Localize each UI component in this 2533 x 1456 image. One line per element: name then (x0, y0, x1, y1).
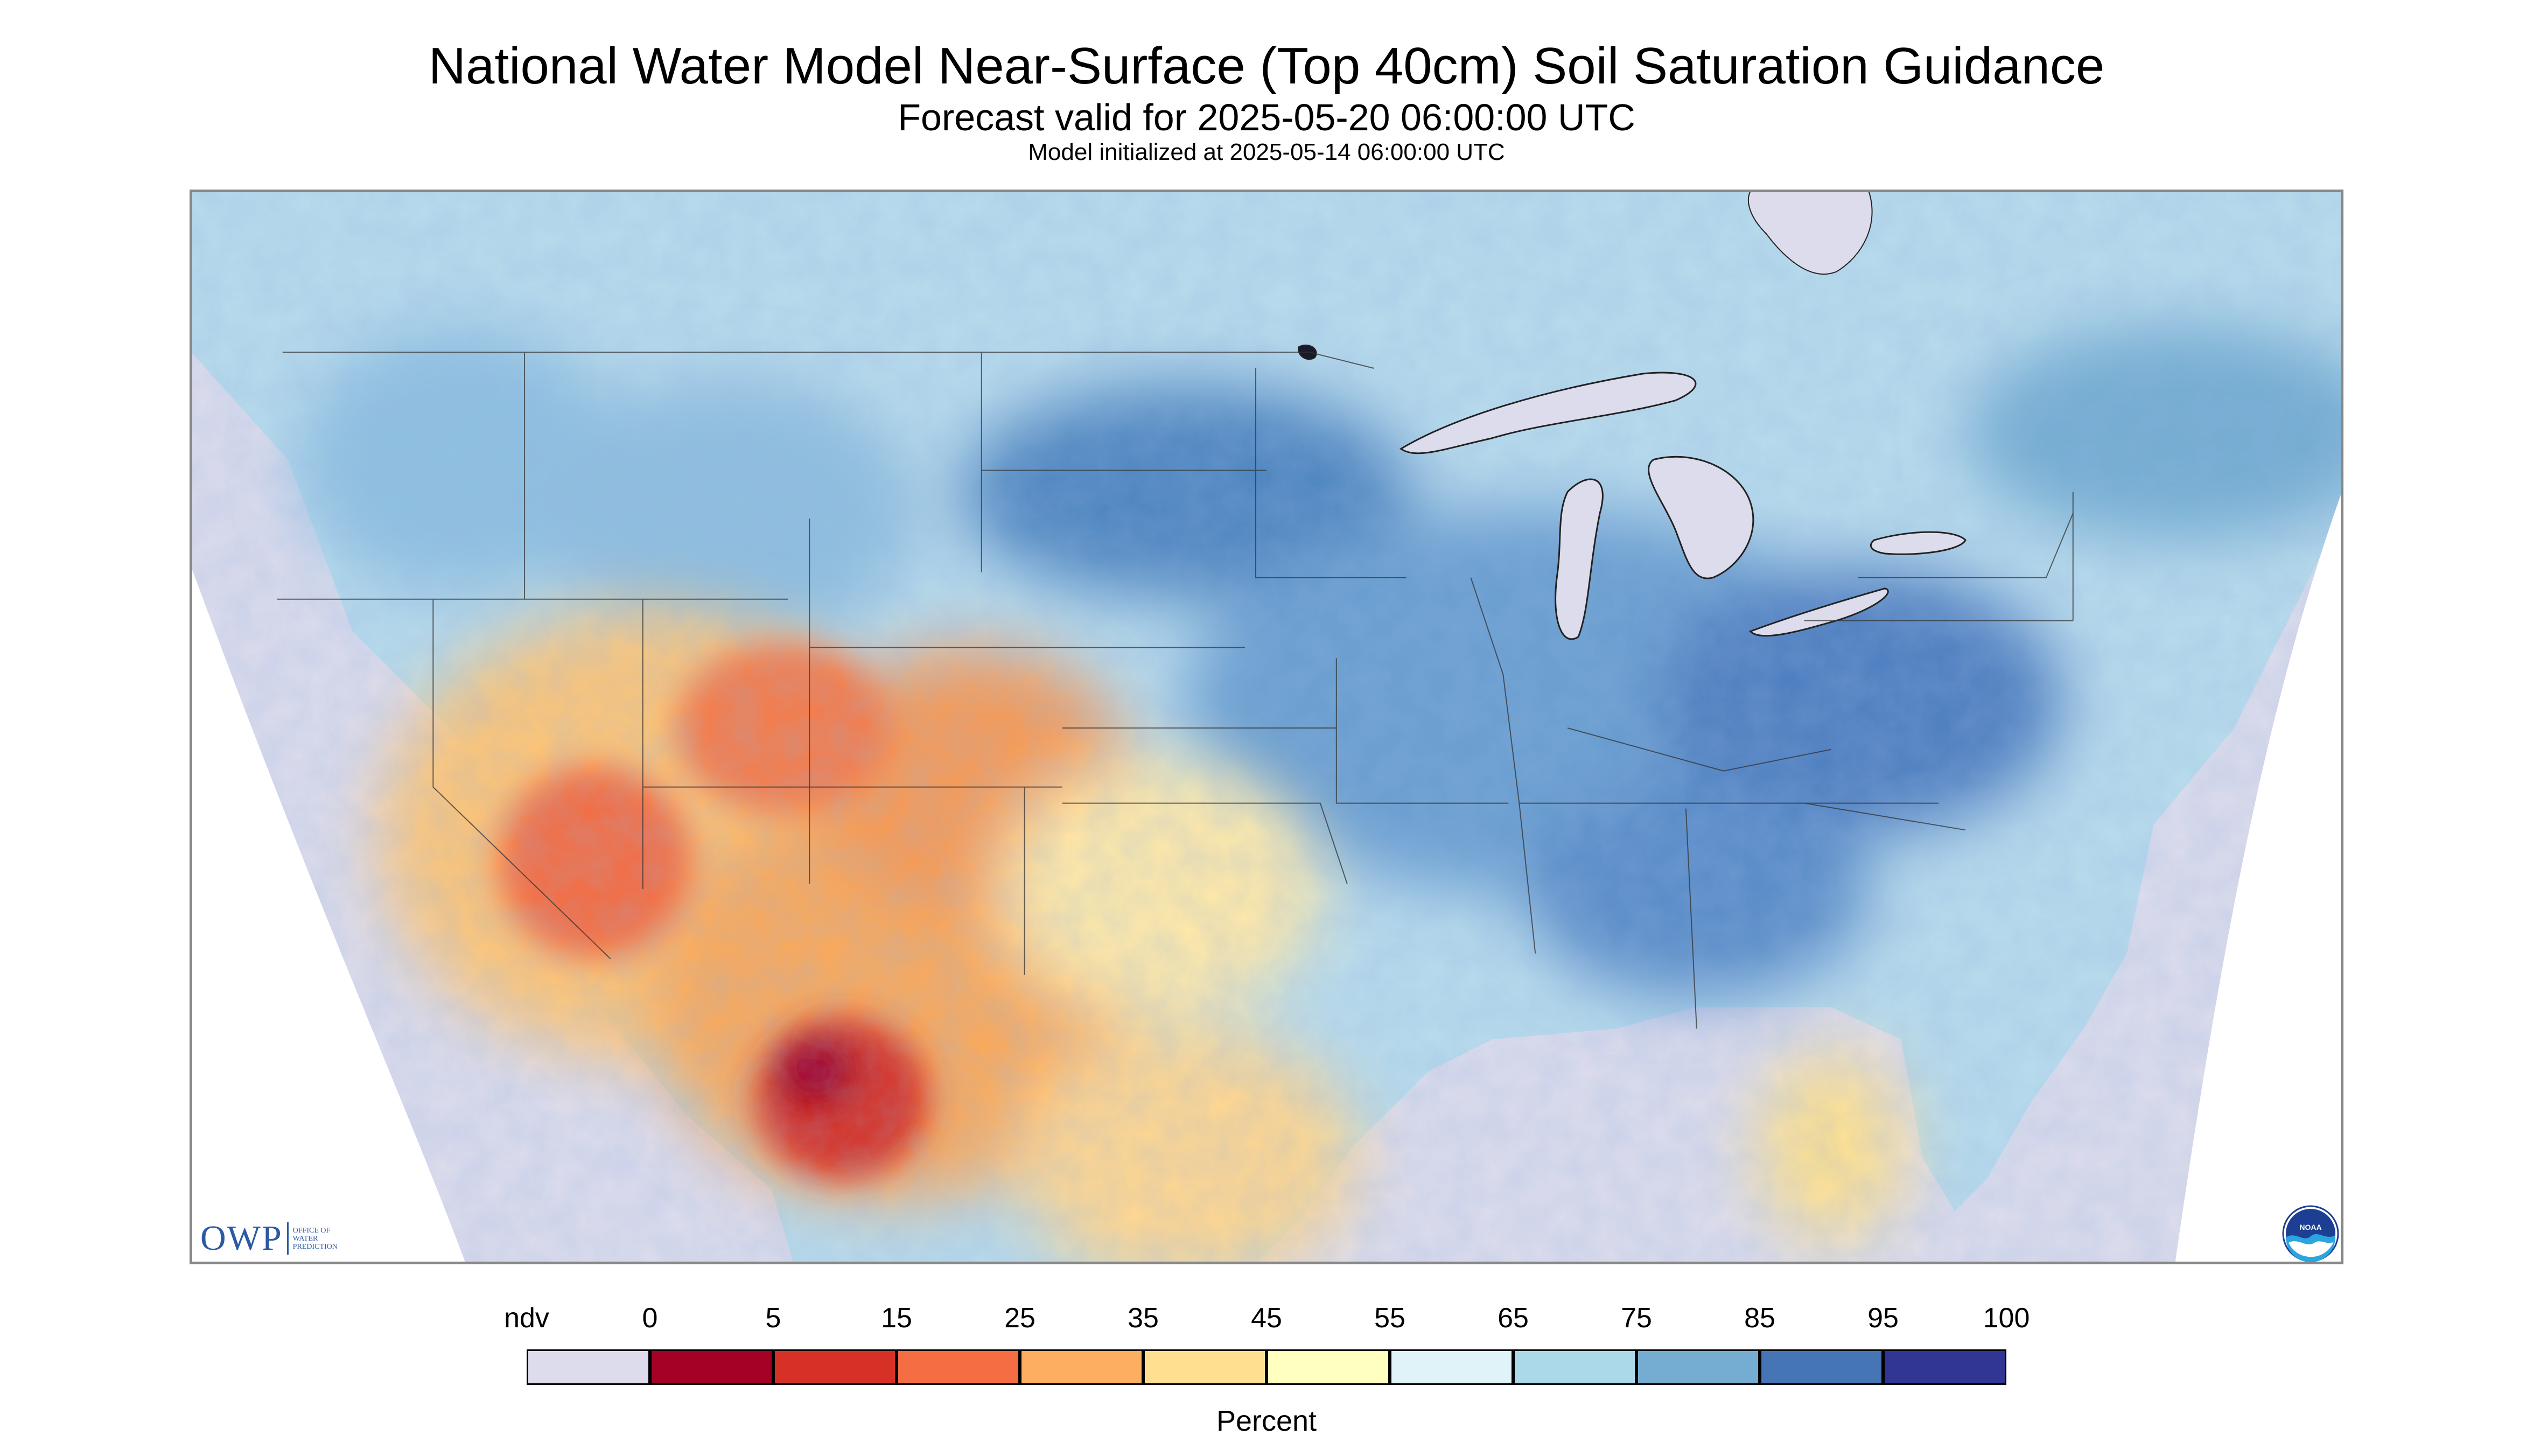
owp-logo-subtitle-line: WATER (292, 1234, 318, 1243)
noaa-logo-label: NOAA (2299, 1223, 2321, 1231)
colorbar-tick-label: 95 (1867, 1303, 1899, 1334)
colorbar-tick-label: 15 (881, 1303, 912, 1334)
colorbar-cell (1513, 1349, 1636, 1385)
colorbar-cell (1020, 1349, 1143, 1385)
border-canada-us (282, 352, 1374, 369)
border-ohio-river (1567, 727, 1831, 772)
owp-logo-divider (286, 1222, 289, 1255)
border-mississippi-river (1470, 577, 1536, 954)
colorbar-tick-label: 75 (1621, 1303, 1652, 1334)
colorbar-cell (650, 1349, 773, 1385)
colorbar-tick-label: 65 (1498, 1303, 1529, 1334)
colorbar-cell (897, 1349, 1020, 1385)
colorbar-cell (1636, 1349, 1760, 1385)
border-georgia-alabama (1685, 808, 1697, 1029)
colorbar-tick-label: 45 (1251, 1303, 1282, 1334)
map-canvas (191, 191, 2342, 1263)
great-lakes (1399, 372, 1967, 640)
border-minnesota-wisconsin (1255, 368, 1407, 578)
colorbar-cell (1883, 1349, 2006, 1385)
colorbar-cell-nodata (527, 1349, 650, 1385)
hudson-bay-area (1748, 191, 1873, 275)
forecast-valid-line: Forecast valid for 2025-05-20 06:00:00 U… (898, 96, 1635, 138)
noaa-logo-icon: NOAA (2282, 1205, 2339, 1262)
lake-michigan (1555, 478, 1604, 640)
colorbar-cell (1266, 1349, 1390, 1385)
colorbar-cell (1390, 1349, 1513, 1385)
colorbar-tick-label: 100 (1983, 1303, 2030, 1334)
map-title: National Water Model Near-Surface (Top 4… (428, 37, 2105, 95)
colorbar-tick-label: 25 (1004, 1303, 1035, 1334)
state-borders (277, 352, 2074, 1029)
canadian-lakes (1298, 191, 1873, 360)
colorbar-cell (1760, 1349, 1883, 1385)
lake-erie (1748, 587, 1889, 637)
colorbar-tick-label: 35 (1128, 1303, 1159, 1334)
model-initialized-line: Model initialized at 2025-05-14 06:00:00… (1028, 139, 1505, 165)
border-new-york (1858, 513, 2074, 578)
colorbar-tick-label: 55 (1374, 1303, 1405, 1334)
lake-ontario (1870, 531, 1967, 555)
owp-logo: OWP OFFICE OF WATER PREDICTION (200, 1218, 338, 1259)
owp-logo-subtitle-line: PREDICTION (292, 1242, 338, 1251)
soil-saturation-map (190, 190, 2343, 1264)
colorbar-tick-label: 85 (1744, 1303, 1775, 1334)
lake-superior (1399, 372, 1697, 454)
owp-logo-text: OWP (200, 1219, 283, 1258)
border-missouri (1335, 658, 1509, 804)
colorbar-tick-label: 5 (765, 1303, 781, 1334)
border-oklahoma (1062, 802, 1348, 884)
colorbar-title: Percent (1216, 1405, 1317, 1437)
lake-huron (1648, 456, 1754, 579)
colorbar-label-nodata: ndv (504, 1303, 549, 1334)
owp-logo-subtitle: OFFICE OF WATER PREDICTION (293, 1227, 338, 1251)
border-carolinas (1804, 802, 1966, 831)
colorbar-tick-label: 0 (642, 1303, 658, 1334)
border-california-nevada (432, 599, 611, 960)
colorbar-cell (1143, 1349, 1266, 1385)
texture-overlay (191, 191, 2342, 1263)
owp-logo-subtitle-line: OFFICE OF (292, 1226, 331, 1235)
colorbar-cell (773, 1349, 897, 1385)
